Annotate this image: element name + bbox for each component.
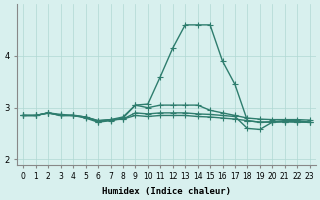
X-axis label: Humidex (Indice chaleur): Humidex (Indice chaleur) (102, 187, 231, 196)
